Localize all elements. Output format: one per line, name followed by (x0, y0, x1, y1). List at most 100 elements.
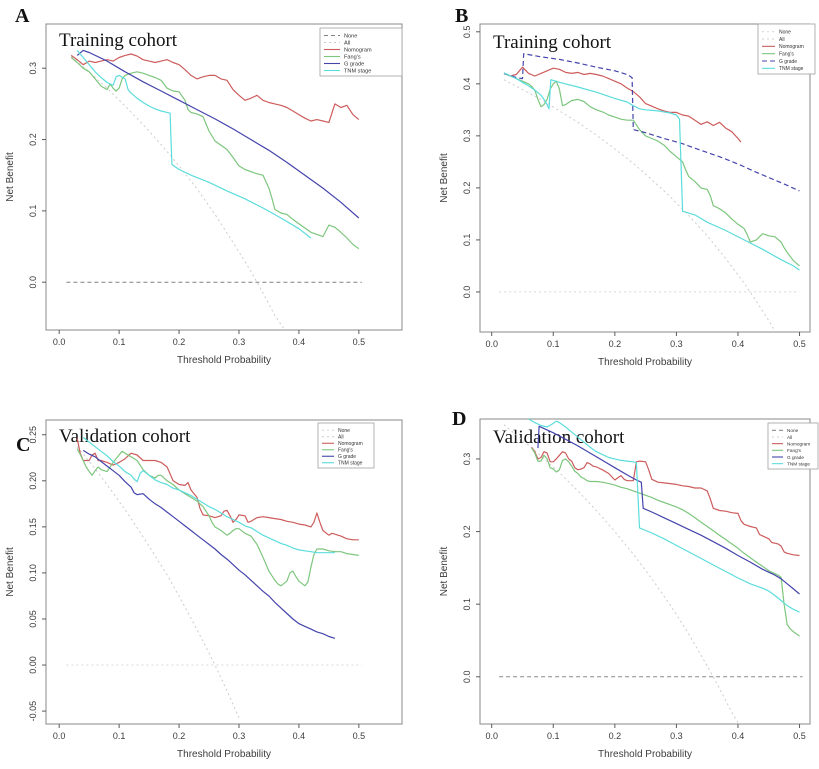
legend-label-nomogram: Nomogram (338, 441, 363, 447)
series-ggrade-line (537, 425, 800, 595)
legend-box (767, 422, 819, 470)
series-nomogram-line (70, 53, 360, 123)
legend-label-all: All (338, 435, 344, 441)
legend-label-fangs: Fang's (787, 448, 802, 453)
legend-label-fangs: Fang's (344, 55, 361, 61)
x-tick-label: 0.2 (173, 337, 186, 347)
y-tick-label: 0.2 (462, 525, 472, 538)
x-axis-title: Threshold Probability (177, 355, 271, 366)
panel-label: B (455, 5, 468, 27)
legend-label-ggrade: G grade (338, 454, 356, 460)
legend-label-nomogram: Nomogram (779, 44, 804, 50)
legend-box (757, 23, 816, 75)
legend-label-all: All (787, 435, 792, 440)
x-tick-label: 0.5 (793, 339, 806, 349)
x-tick-label: 0.5 (353, 337, 366, 347)
x-tick-label: 0.4 (732, 731, 745, 741)
series-fangs-line (531, 447, 800, 637)
legend-label-fangs: Fang's (338, 448, 353, 454)
y-axis-title: Net Benefit (5, 547, 16, 597)
x-tick-label: 0.3 (233, 731, 246, 741)
x-tick-label: 0.1 (113, 337, 126, 347)
plot-title: Training cohort (59, 30, 178, 51)
panel-b: 0.0 0.1 0.2 0.3 0.4 0.5 0.0 0.1 0.2 0.3 0.4 0.5 Thre… (410, 0, 819, 384)
x-tick-label: 0.1 (547, 731, 560, 741)
panel-label: D (452, 408, 466, 430)
y-tick-label: -0.05 (28, 701, 38, 722)
x-tick-label: 0.5 (353, 731, 366, 741)
legend-label-ggrade: G grade (787, 455, 804, 460)
legend-label-fangs: Fang's (779, 52, 794, 58)
y-axis-title: Net Benefit (439, 547, 450, 597)
panel-c-chart: 0.0 0.1 0.2 0.3 0.4 0.5 -0.05 0.00 0.05 0.10 0.15 0… (5, 419, 403, 760)
legend-label-ggrade: G grade (779, 59, 797, 65)
panel-label: C (16, 434, 30, 456)
series-tnm-line (82, 437, 335, 554)
y-tick-label: 0.0 (28, 276, 38, 289)
series-all-line (76, 446, 240, 718)
y-tick-label: 0.00 (28, 656, 38, 674)
y-tick-label: 0.3 (462, 130, 472, 143)
x-tick-label: 0.3 (670, 731, 683, 741)
y-axis-title: Net Benefit (5, 152, 16, 202)
series-tnm-line (76, 50, 312, 239)
series-ggrade-line (76, 49, 360, 219)
x-tick-label: 0.5 (793, 731, 806, 741)
y-tick-label: 0.5 (462, 26, 472, 39)
x-tick-label: 0.0 (485, 339, 498, 349)
legend-label-tnm: TNM stage (787, 461, 810, 466)
x-tick-label: 0.3 (670, 339, 683, 349)
x-axis-title: Threshold Probability (598, 357, 692, 368)
panel-a: 0.0 0.1 0.2 0.3 0.4 0.5 0.0 0.1 0.2 0.3 Threshold … (0, 0, 410, 384)
y-tick-label: 0.1 (462, 598, 472, 611)
panel-b-chart: 0.0 0.1 0.2 0.3 0.4 0.5 0.0 0.1 0.2 0.3 0.4 0.5 Thre… (439, 5, 816, 368)
x-axis-title: Threshold Probability (177, 749, 271, 760)
y-tick-label: 0.0 (462, 286, 472, 299)
x-tick-label: 0.4 (293, 337, 306, 347)
y-tick-label: 0.2 (28, 133, 38, 146)
plot-title: Training cohort (493, 32, 612, 53)
plot-title: Validation cohort (493, 427, 625, 448)
series-group (66, 49, 362, 329)
plot-border (45, 23, 403, 331)
y-tick-label: 0.1 (462, 234, 472, 247)
x-tick-label: 0.1 (113, 731, 126, 741)
x-tick-label: 0.0 (485, 731, 498, 741)
legend-label-nomogram: Nomogram (344, 48, 372, 54)
y-tick-label: 0.3 (462, 453, 472, 466)
series-all-line (503, 424, 739, 723)
y-tick-label: 0.0 (462, 671, 472, 684)
legend-label-ggrade: G grade (344, 62, 364, 68)
series-fangs-line (76, 448, 359, 587)
y-tick-label: 0.4 (462, 78, 472, 91)
y-axis-title: Net Benefit (439, 153, 450, 203)
legend-label-all: All (779, 37, 785, 43)
series-group (499, 53, 800, 332)
plot-border (45, 419, 403, 725)
panel-label: A (15, 5, 30, 27)
x-axis-title: Threshold Probability (598, 749, 692, 760)
series-fangs-line (503, 72, 800, 267)
panel-a-chart: 0.0 0.1 0.2 0.3 0.4 0.5 0.0 0.1 0.2 0.3 Threshold … (5, 5, 403, 366)
legend-label-none: None (787, 428, 799, 433)
y-tick-label: 0.15 (28, 518, 38, 536)
plot-title: Validation cohort (59, 426, 191, 447)
series-nomogram-line (76, 438, 359, 541)
x-tick-label: 0.2 (609, 731, 622, 741)
panel-c: 0.0 0.1 0.2 0.3 0.4 0.5 -0.05 0.00 0.05 0.10 0.15 0… (0, 385, 410, 769)
x-tick-label: 0.2 (609, 339, 622, 349)
x-tick-label: 0.0 (53, 731, 66, 741)
series-fangs-line (70, 57, 360, 250)
legend-label-tnm: TNM stage (344, 69, 371, 75)
panel-d: 0.0 0.1 0.2 0.3 0.4 0.5 0.0 0.1 0.2 0.3 Threshold … (410, 385, 819, 769)
series-tnm-line (528, 419, 800, 613)
x-tick-label: 0.3 (233, 337, 246, 347)
legend-label-none: None (779, 30, 791, 36)
y-tick-label: 0.10 (28, 564, 38, 582)
legend-label-tnm: TNM stage (338, 461, 363, 467)
series-nomogram-line (531, 446, 800, 557)
